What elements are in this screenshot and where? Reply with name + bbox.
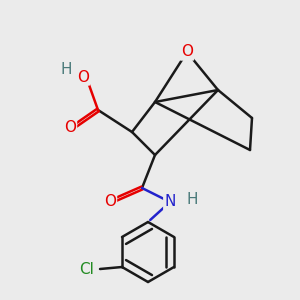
Text: O: O (104, 194, 116, 209)
Text: O: O (64, 121, 76, 136)
Text: H: H (186, 193, 198, 208)
Text: O: O (181, 44, 193, 59)
Text: Cl: Cl (79, 262, 94, 277)
Text: O: O (77, 70, 89, 85)
Text: N: N (164, 194, 176, 209)
Text: H: H (60, 62, 72, 77)
